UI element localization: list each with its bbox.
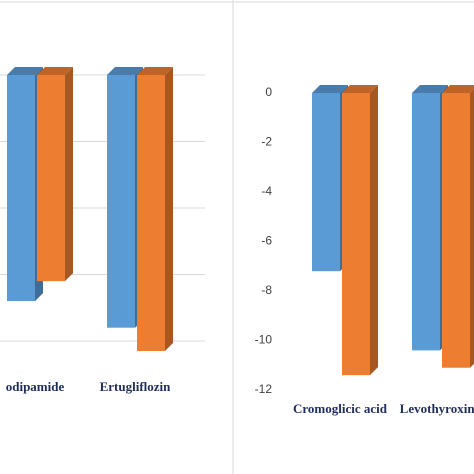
x-tick-label: odipamide bbox=[6, 379, 65, 394]
bar bbox=[312, 93, 340, 272]
y-tick-label: -10 bbox=[255, 333, 273, 347]
bar-side bbox=[370, 85, 378, 376]
bar-side bbox=[470, 89, 474, 368]
x-tick-label: Cromoglicic acid bbox=[293, 401, 388, 416]
bar-top bbox=[312, 85, 348, 93]
bar bbox=[442, 93, 470, 368]
bar-side bbox=[165, 67, 173, 351]
bar bbox=[342, 93, 370, 376]
bar bbox=[7, 75, 35, 302]
bar-top bbox=[37, 67, 73, 75]
bar bbox=[37, 75, 65, 282]
bar-side bbox=[65, 67, 73, 282]
bar-top bbox=[7, 67, 43, 75]
bar bbox=[412, 93, 440, 351]
bar-top bbox=[442, 85, 474, 93]
y-tick-label: -6 bbox=[261, 234, 272, 248]
bar bbox=[137, 75, 165, 351]
bar-top bbox=[342, 85, 378, 93]
bar-top bbox=[412, 85, 448, 93]
y-tick-label: 0 bbox=[265, 85, 272, 99]
bar-top bbox=[137, 67, 173, 75]
x-tick-label: Ertugliflozin bbox=[100, 379, 172, 394]
y-tick-label: -12 bbox=[255, 382, 273, 396]
x-tick-label: Levothyroxine bbox=[400, 401, 474, 416]
y-tick-label: -2 bbox=[261, 135, 272, 149]
y-tick-label: -8 bbox=[261, 283, 272, 297]
bar bbox=[107, 75, 135, 328]
y-tick-label: -4 bbox=[261, 184, 272, 198]
bar-top bbox=[107, 67, 143, 75]
